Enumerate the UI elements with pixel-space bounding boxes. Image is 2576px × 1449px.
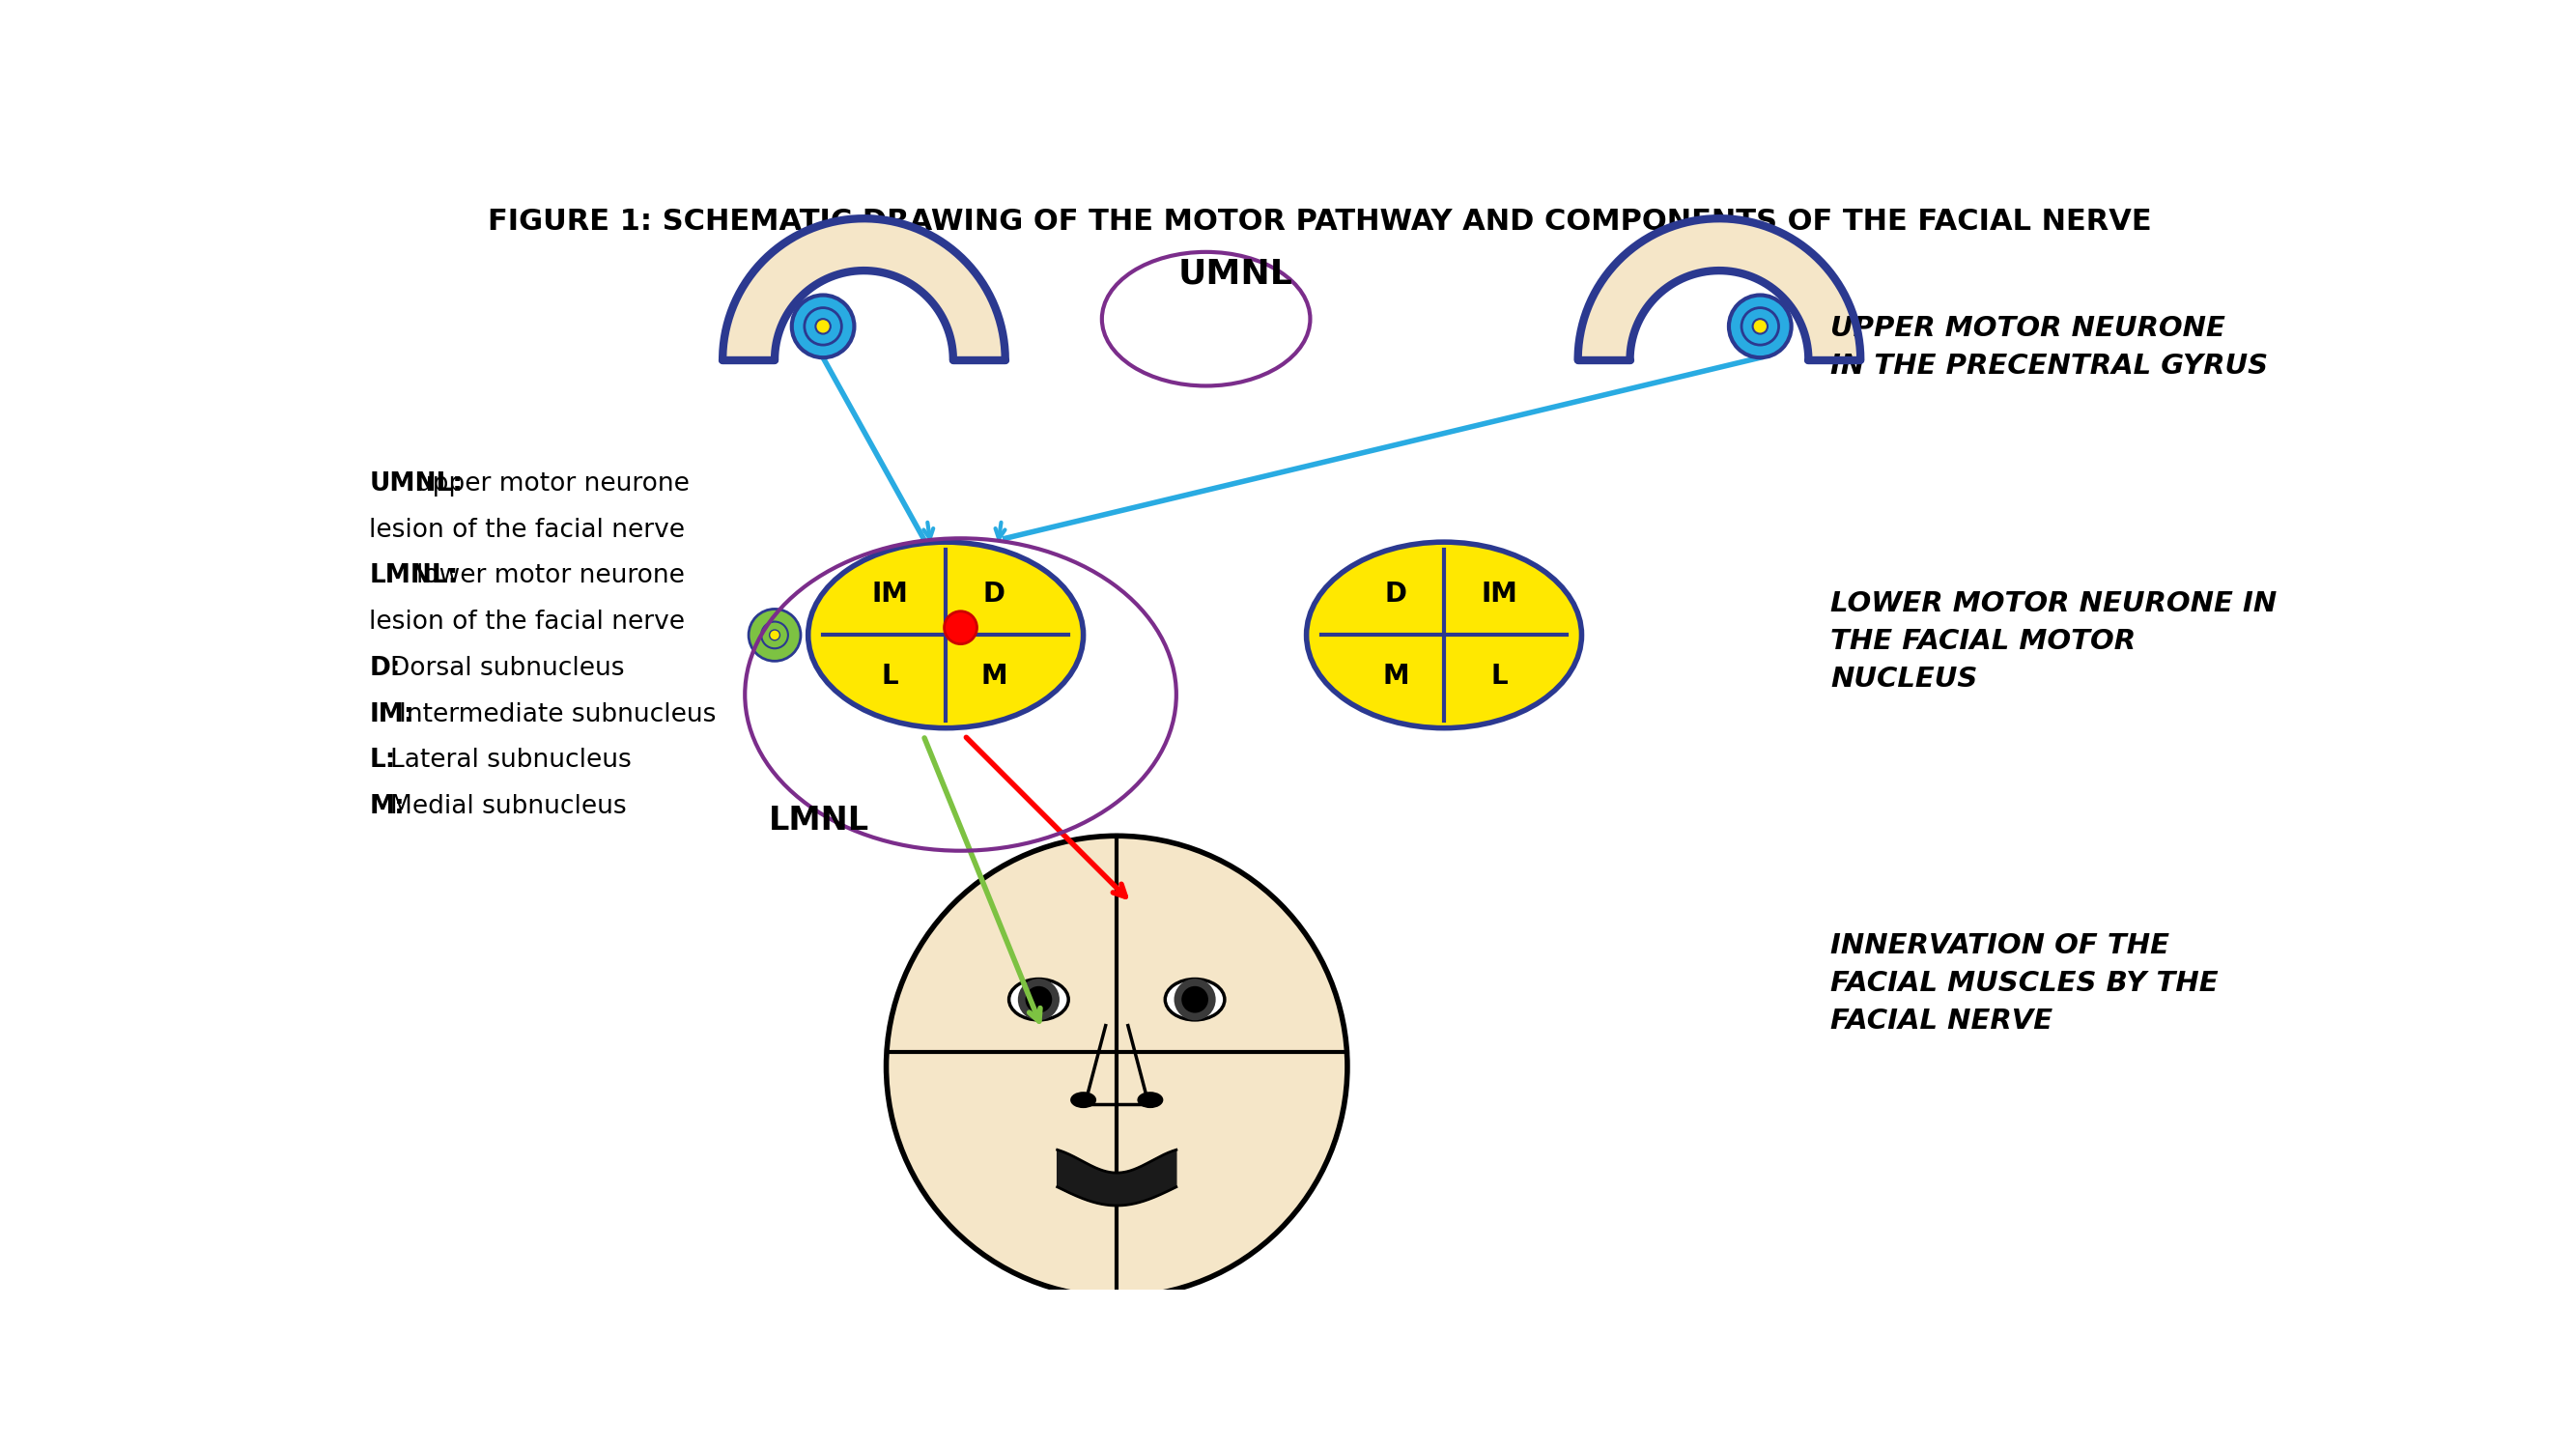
Text: Lateral subnucleus: Lateral subnucleus (389, 748, 631, 774)
Text: LOWER MOTOR NEURONE IN
THE FACIAL MOTOR
NUCLEUS: LOWER MOTOR NEURONE IN THE FACIAL MOTOR … (1832, 590, 2277, 693)
Text: UMNL:: UMNL: (368, 471, 464, 497)
Circle shape (791, 296, 855, 358)
Text: M: M (981, 662, 1007, 690)
Circle shape (945, 611, 976, 643)
Ellipse shape (1069, 1091, 1097, 1108)
Text: M: M (1383, 662, 1409, 690)
Text: L:: L: (368, 748, 397, 774)
Circle shape (1018, 978, 1059, 1020)
Text: Intermediate subnucleus: Intermediate subnucleus (399, 701, 716, 727)
Text: IM: IM (871, 581, 909, 607)
Ellipse shape (1164, 980, 1224, 1020)
Text: IM: IM (1481, 581, 1517, 607)
Text: UMNL: UMNL (1177, 258, 1293, 291)
Circle shape (804, 307, 842, 345)
Text: M:: M: (368, 794, 404, 819)
Circle shape (1025, 987, 1051, 1013)
Polygon shape (724, 219, 1005, 359)
Text: Medial subnucleus: Medial subnucleus (389, 794, 626, 819)
Polygon shape (1056, 1149, 1177, 1206)
Text: UPPER MOTOR NEURONE
IN THE PRECENTRAL GYRUS: UPPER MOTOR NEURONE IN THE PRECENTRAL GY… (1832, 316, 2269, 380)
Ellipse shape (809, 542, 1084, 727)
Circle shape (750, 609, 801, 661)
Circle shape (1175, 978, 1216, 1020)
Circle shape (817, 319, 829, 333)
Polygon shape (1579, 219, 1860, 359)
Ellipse shape (1306, 542, 1582, 727)
Circle shape (1182, 987, 1208, 1013)
Circle shape (770, 630, 781, 640)
Text: FIGURE 1: SCHEMATIC DRAWING OF THE MOTOR PATHWAY AND COMPONENTS OF THE FACIAL NE: FIGURE 1: SCHEMATIC DRAWING OF THE MOTOR… (487, 207, 2151, 235)
Text: INNERVATION OF THE
FACIAL MUSCLES BY THE
FACIAL NERVE: INNERVATION OF THE FACIAL MUSCLES BY THE… (1832, 933, 2218, 1035)
Text: L: L (1492, 662, 1510, 690)
Ellipse shape (1136, 1091, 1164, 1108)
Circle shape (762, 622, 788, 649)
Text: lesion of the facial nerve: lesion of the facial nerve (368, 610, 685, 635)
Text: LMNL: LMNL (770, 806, 871, 838)
Text: Dorsal subnucleus: Dorsal subnucleus (389, 656, 623, 681)
Ellipse shape (1010, 980, 1069, 1020)
Text: upper motor neurone: upper motor neurone (415, 471, 688, 497)
Circle shape (1741, 307, 1777, 345)
Text: D: D (1383, 581, 1406, 607)
Text: D:: D: (368, 656, 402, 681)
Circle shape (886, 836, 1347, 1297)
Text: L: L (881, 662, 899, 690)
Text: lower motor neurone: lower motor neurone (415, 564, 685, 588)
Circle shape (1752, 319, 1767, 333)
Text: lesion of the facial nerve: lesion of the facial nerve (368, 517, 685, 542)
Text: D: D (984, 581, 1005, 607)
Text: LMNL:: LMNL: (368, 564, 459, 588)
Text: IM:: IM: (368, 701, 415, 727)
Circle shape (1728, 296, 1790, 358)
